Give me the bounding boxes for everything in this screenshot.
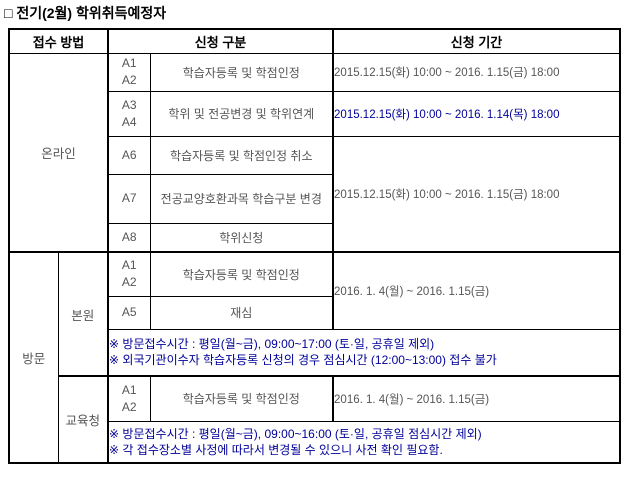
category-cell: 학습자등록 및 학점인정 [149,375,334,422]
header-category: 신청 구분 [107,28,334,54]
note-line: ※ 각 접수장소별 사정에 따라서 변경될 수 있으니 사전 확인 필요함. [109,442,443,457]
code-cell: A1 A2 [107,52,151,92]
code-cell: A7 [107,173,151,224]
page-title: □ 전기(2월) 학위취득예정자 [4,5,167,21]
note-line: ※ 외국기관이수자 학습자등록 신청의 경우 점심시간 (12:00~13:00… [109,353,497,368]
header-method: 접수 방법 [8,28,109,54]
period-cell: 2016. 1. 4(월) ~ 2016. 1.15(금) [332,251,621,330]
table-row: 온라인 A1 A2 학습자등록 및 학점인정 2015.12.15(화) 10:… [8,52,621,253]
code-cell: A8 [107,222,151,253]
table-row: ※ 방문접수시간 : 평일(월~금), 09:00~16:00 (토·일, 공휴… [9,420,621,464]
suboffice-main-cell: 본원 [57,251,109,377]
table-header-row: 접수 방법 신청 구분 신청 기간 [8,28,621,54]
period-cell: 2015.12.15(화) 10:00 ~ 2016. 1.15(금) 18:0… [332,52,621,92]
code-cell: A6 [107,135,151,175]
method-online-cell: 온라인 [8,52,109,253]
application-schedule-table: 접수 방법 신청 구분 신청 기간 온라인 A1 A2 학습자등록 및 학점인정… [8,28,622,464]
category-cell: 학습자등록 및 학점인정 [149,251,334,297]
header-period: 신청 기간 [332,28,621,54]
period-cell: 2015.12.15(화) 10:00 ~ 2016. 1.15(금) 18:0… [332,135,621,253]
code-cell: A1 A2 [107,375,151,422]
method-visit-cell: 방문 [8,251,59,464]
code-cell: A3 A4 [107,90,151,137]
table-row: 교육청 A1 A2 학습자등록 및 학점인정 2016. 1. 4(월) ~ 2… [9,375,621,464]
category-cell: 학습자등록 및 학점인정 [149,52,334,92]
code-cell: A5 [107,295,151,330]
period-cell: 2016. 1. 4(월) ~ 2016. 1.15(금) [332,375,621,422]
category-cell: 학습자등록 및 학점인정 취소 [149,135,334,175]
suboffice-edu-cell: 교육청 [57,375,109,464]
table-row: A7 전공교양호환과목 학습구분 변경 [9,173,620,224]
category-cell: 재심 [149,295,334,330]
table-row: 방문 본원 A1 A2 학습자등록 및 학점인정 2016. 1. 4(월) ~… [8,251,621,464]
category-cell: 전공교양호환과목 학습구분 변경 [149,173,334,224]
table-row: A5 재심 [9,295,620,330]
note-line: ※ 방문접수시간 : 평일(월~금), 09:00~17:00 (토·일, 공휴… [109,337,435,352]
table-row: A6 학습자등록 및 학점인정 취소 2015.12.15(화) 10:00 ~… [9,135,621,253]
notes-main-office: ※ 방문접수시간 : 평일(월~금), 09:00~17:00 (토·일, 공휴… [107,328,621,377]
notes-edu-office: ※ 방문접수시간 : 평일(월~금), 09:00~16:00 (토·일, 공휴… [107,420,621,464]
category-cell: 학위 및 전공변경 및 학위연계 [149,90,334,137]
note-line: ※ 방문접수시간 : 평일(월~금), 09:00~16:00 (토·일, 공휴… [109,426,482,441]
table-row: A3 A4 학위 및 전공변경 및 학위연계 2015.12.15(화) 10:… [9,90,621,137]
category-cell: 학위신청 [149,222,334,253]
period-cell-highlighted: 2015.12.15(화) 10:00 ~ 2016. 1.14(목) 18:0… [332,90,621,137]
code-cell: A1 A2 [107,251,151,297]
